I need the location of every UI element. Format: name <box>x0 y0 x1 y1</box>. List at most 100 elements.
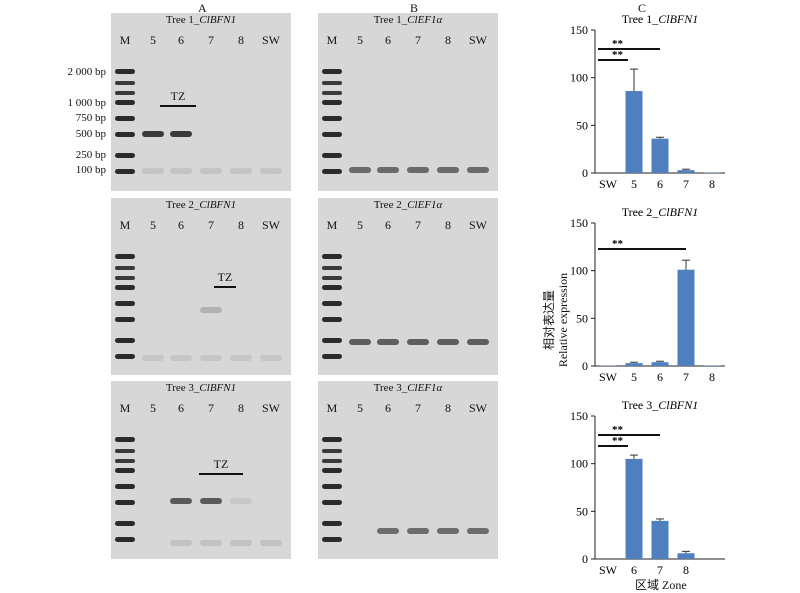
gel-tree2-clbfn1: Tree 2_ClBFN1 M 5 6 7 8 SW TZ <box>111 198 291 375</box>
ladder-band <box>115 459 135 463</box>
sample-band <box>230 540 252 546</box>
gel-title: Tree 1_ClBFN1 <box>111 14 291 26</box>
ladder-band <box>322 437 342 442</box>
significance-label: ** <box>612 38 624 50</box>
sample-band <box>200 540 222 546</box>
sample-band <box>377 528 399 534</box>
bar-7 <box>651 520 669 559</box>
lane-label-7: 7 <box>415 401 421 415</box>
bar-5 <box>625 363 643 366</box>
gel-title: Tree 2_ClBFN1 <box>111 199 291 211</box>
ladder-band <box>115 449 135 453</box>
panel-letter-a: A <box>198 1 207 15</box>
ladder-band <box>322 317 342 322</box>
ladder-band <box>115 285 135 290</box>
sample-band <box>437 339 459 345</box>
bar-6 <box>625 458 643 559</box>
chart-title-prefix: Tree 1_ <box>622 12 660 26</box>
tz-label: TZ <box>170 89 186 103</box>
tz-underline <box>214 286 236 288</box>
ladder-band <box>322 301 342 306</box>
ladder-label-100: 100 bp <box>75 164 106 176</box>
y-tick-label: 150 <box>570 409 588 423</box>
y-tick-label: 100 <box>570 71 588 85</box>
gel-title-prefix: Tree 3_ <box>165 382 200 394</box>
y-tick-label: 0 <box>582 359 588 373</box>
ladder-band <box>322 537 342 542</box>
y-tick-label: 0 <box>582 166 588 180</box>
ladder-band <box>322 116 342 121</box>
gel-title-gene: ClBFN1 <box>199 14 237 26</box>
lane-label-6: 6 <box>385 218 391 232</box>
lane-label-m: M <box>326 218 338 232</box>
significance-label: ** <box>612 49 624 61</box>
bar-7 <box>677 170 695 173</box>
y-tick-label: 100 <box>570 457 588 471</box>
ladder-band <box>115 69 135 74</box>
chart-title: Tree 2_ClBFN1 <box>622 205 699 219</box>
lane-label-7: 7 <box>415 33 421 47</box>
lane-label-8: 8 <box>238 218 244 232</box>
sample-band <box>142 131 164 137</box>
lane-label-m: M <box>119 33 131 47</box>
lane-label-5: 5 <box>150 33 156 47</box>
sample-band <box>260 168 282 174</box>
sample-band <box>467 167 489 173</box>
ladder-band <box>322 153 342 158</box>
x-tick-label: 5 <box>631 370 637 384</box>
sample-band <box>377 339 399 345</box>
x-tick-label: 6 <box>657 370 663 384</box>
sample-band <box>437 528 459 534</box>
ladder-band <box>115 301 135 306</box>
gel-title-gene: ClEF1α <box>407 199 443 211</box>
chart-title-gene: ClBFN1 <box>658 398 698 412</box>
sample-band <box>349 339 371 345</box>
lane-label-8: 8 <box>445 218 451 232</box>
lane-label-7: 7 <box>208 33 214 47</box>
ladder-band <box>115 276 135 280</box>
chart-title: Tree 3_ClBFN1 <box>622 398 699 412</box>
gel-tree3-clef1a: Tree 3_ClEF1α M 5 6 7 8 SW <box>318 381 498 559</box>
gel-title: Tree 1_ClEF1α <box>318 14 498 26</box>
lane-label-m: M <box>119 218 131 232</box>
ladder-label-500: 500 bp <box>75 128 106 140</box>
bar-chart-tree3: Tree 3_ClBFN1 0 50 100 150 SW 6 7 8 **** <box>570 398 725 577</box>
gel-title: Tree 2_ClEF1α <box>318 199 498 211</box>
significance-label: ** <box>612 435 624 447</box>
x-tick-label: SW <box>599 177 618 191</box>
lane-label-5: 5 <box>357 218 363 232</box>
lane-label-6: 6 <box>178 218 184 232</box>
x-tick-label: 7 <box>683 370 689 384</box>
chart-title: Tree 1_ClBFN1 <box>622 12 699 26</box>
x-tick-label: 8 <box>709 177 715 191</box>
y-tick-label: 0 <box>582 552 588 566</box>
ladder-band <box>322 354 342 359</box>
sample-band <box>467 339 489 345</box>
ladder-band <box>115 116 135 121</box>
lane-label-m: M <box>326 401 338 415</box>
x-axis-label: 区域 Zone <box>635 578 687 592</box>
sample-band <box>260 540 282 546</box>
lane-label-5: 5 <box>357 33 363 47</box>
tz-underline <box>160 105 196 107</box>
ladder-band <box>115 153 135 158</box>
sample-band <box>170 498 192 504</box>
gel-title-prefix: Tree 3_ <box>373 382 408 394</box>
ladder-band <box>115 169 135 174</box>
sample-band <box>200 168 222 174</box>
ladder-band <box>322 100 342 105</box>
ladder-band <box>322 468 342 473</box>
y-tick-label: 150 <box>570 23 588 37</box>
lane-label-sw: SW <box>469 401 487 415</box>
tz-label: TZ <box>217 270 233 284</box>
lane-label-sw: SW <box>262 401 280 415</box>
lane-label-7: 7 <box>208 218 214 232</box>
lane-label-sw: SW <box>262 33 280 47</box>
lane-label-6: 6 <box>385 401 391 415</box>
tz-underline <box>199 473 243 475</box>
sample-band <box>260 355 282 361</box>
ladder-band <box>115 132 135 137</box>
ladder-band <box>322 276 342 280</box>
sample-band <box>200 307 222 313</box>
ladder-band <box>115 521 135 526</box>
